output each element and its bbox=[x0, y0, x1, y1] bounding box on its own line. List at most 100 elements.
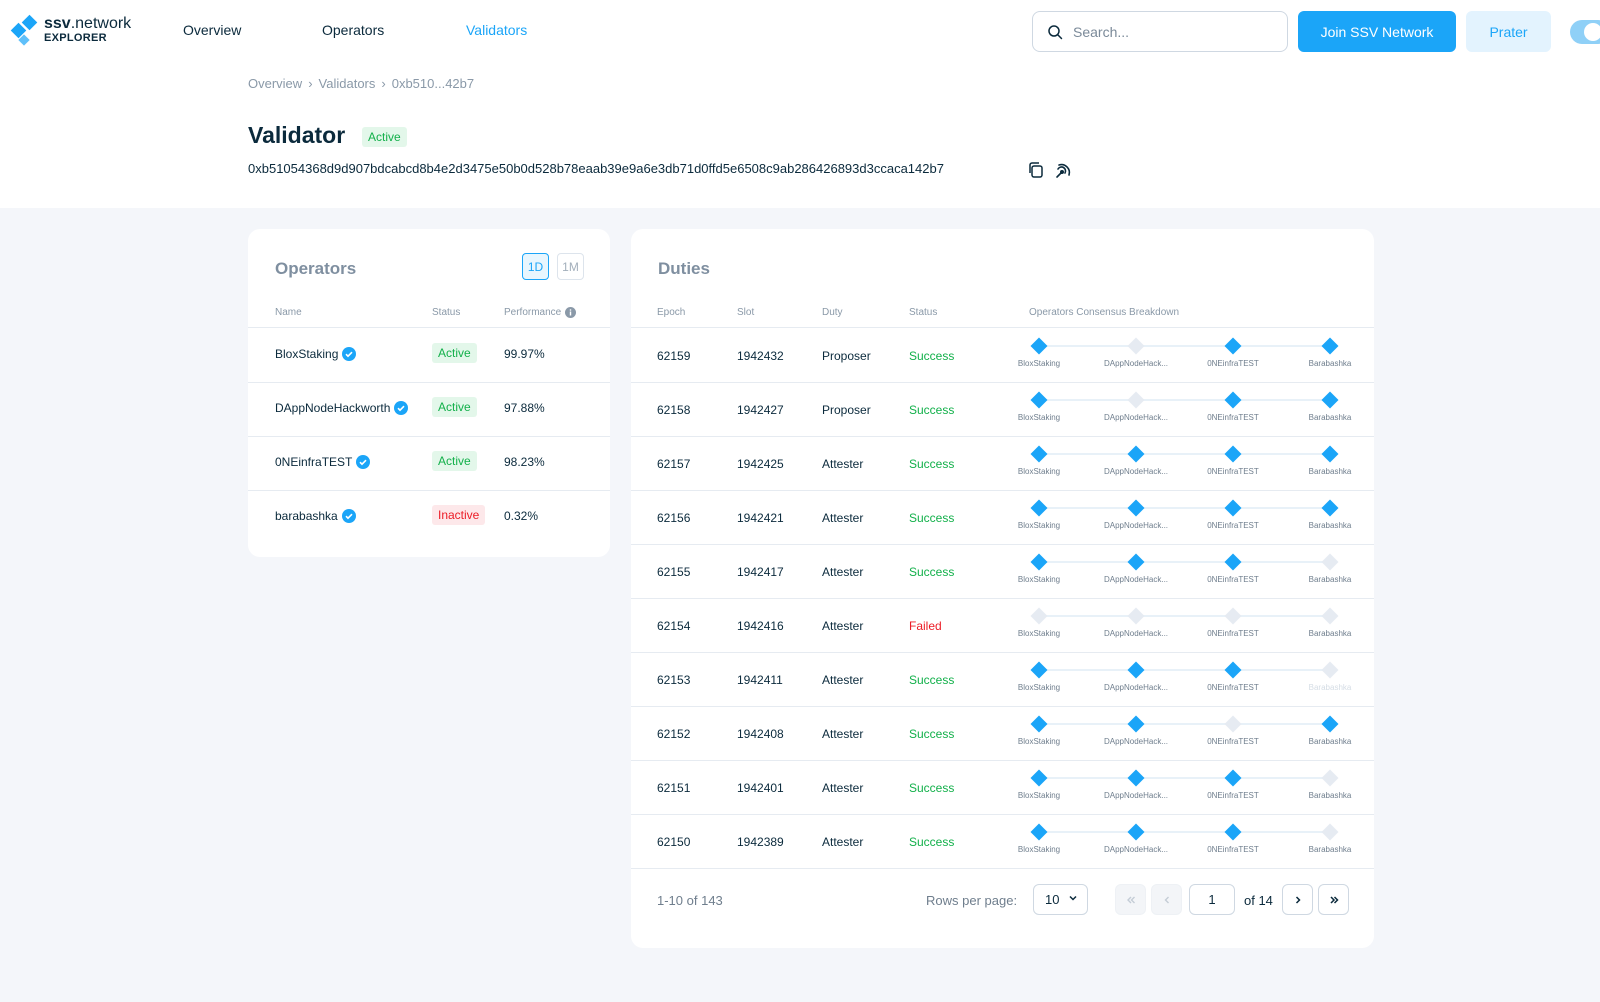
operator-name[interactable]: barabashka bbox=[275, 509, 338, 523]
consensus-node[interactable]: Barabashka bbox=[1290, 658, 1370, 692]
consensus-node[interactable]: BloxStaking bbox=[999, 712, 1079, 746]
consensus-node[interactable]: Barabashka bbox=[1290, 388, 1370, 422]
consensus-node[interactable]: Barabashka bbox=[1290, 766, 1370, 800]
network-selector-button[interactable]: Prater bbox=[1466, 11, 1551, 52]
consensus-node[interactable]: 0NEinfraTEST bbox=[1193, 712, 1273, 746]
join-ssv-network-button[interactable]: Join SSV Network bbox=[1298, 11, 1456, 52]
consensus-node[interactable]: 0NEinfraTEST bbox=[1193, 820, 1273, 854]
consensus-operator-label: Barabashka bbox=[1308, 683, 1352, 692]
nav-overview[interactable]: Overview bbox=[183, 22, 242, 38]
page-number-input[interactable]: 1 bbox=[1189, 884, 1235, 915]
consensus-operator-label: BloxStaking bbox=[1017, 521, 1061, 530]
operator-row[interactable]: barabashka Inactive 0.32% bbox=[248, 490, 610, 544]
consensus-operator-label: 0NEinfraTEST bbox=[1207, 791, 1259, 800]
consensus-node[interactable]: DAppNodeHack... bbox=[1096, 766, 1176, 800]
consensus-node[interactable]: DAppNodeHack... bbox=[1096, 334, 1176, 368]
column-header-duty: Duty bbox=[822, 307, 843, 318]
column-header-status: Status bbox=[909, 307, 938, 318]
duty-row[interactable]: 62159 1942432 Proposer Success BloxStaking DA… bbox=[631, 328, 1374, 382]
operator-name[interactable]: DAppNodeHackworth bbox=[275, 401, 391, 415]
next-page-button[interactable] bbox=[1282, 884, 1313, 915]
consensus-node[interactable]: DAppNodeHack... bbox=[1096, 604, 1176, 638]
consensus-node[interactable]: Barabashka bbox=[1290, 604, 1370, 638]
consensus-node[interactable]: Barabashka bbox=[1290, 550, 1370, 584]
duty-row[interactable]: 62150 1942389 Attester Success BloxStaking DA… bbox=[631, 814, 1374, 868]
consensus-diamond-icon bbox=[1224, 337, 1242, 355]
consensus-node[interactable]: 0NEinfraTEST bbox=[1193, 388, 1273, 422]
consensus-node[interactable]: BloxStaking bbox=[999, 658, 1079, 692]
consensus-node[interactable]: BloxStaking bbox=[999, 496, 1079, 530]
range-1m-button[interactable]: 1M bbox=[557, 253, 584, 280]
consensus-node[interactable]: Barabashka bbox=[1290, 496, 1370, 530]
duty-row[interactable]: 62153 1942411 Attester Success BloxStaking DA… bbox=[631, 652, 1374, 706]
nav-operators[interactable]: Operators bbox=[322, 22, 385, 38]
consensus-node[interactable]: 0NEinfraTEST bbox=[1193, 334, 1273, 368]
rows-per-page-select[interactable]: 10 bbox=[1033, 884, 1088, 915]
ssv-logo[interactable]: ssv.network EXPLORER bbox=[10, 14, 131, 48]
consensus-node[interactable]: BloxStaking bbox=[999, 550, 1079, 584]
duty-row[interactable]: 62152 1942408 Attester Success BloxStaking DA… bbox=[631, 706, 1374, 760]
consensus-node[interactable]: Barabashka bbox=[1290, 334, 1370, 368]
previous-page-button[interactable] bbox=[1151, 884, 1182, 915]
consensus-node[interactable]: DAppNodeHack... bbox=[1096, 496, 1176, 530]
consensus-operator-label: BloxStaking bbox=[1017, 467, 1061, 476]
consensus-node[interactable]: 0NEinfraTEST bbox=[1193, 442, 1273, 476]
operator-row[interactable]: DAppNodeHackworth Active 97.88% bbox=[248, 382, 610, 436]
breadcrumb-overview[interactable]: Overview bbox=[248, 76, 303, 91]
duty-row[interactable]: 62154 1942416 Attester Failed BloxStaking DAp… bbox=[631, 598, 1374, 652]
range-1d-button[interactable]: 1D bbox=[522, 253, 549, 280]
operator-row[interactable]: 0NEinfraTEST Active 98.23% bbox=[248, 436, 610, 490]
duty-row[interactable]: 62157 1942425 Attester Success BloxStaking DA… bbox=[631, 436, 1374, 490]
row-divider bbox=[631, 490, 1374, 491]
beaconcha-explorer-icon[interactable] bbox=[1054, 160, 1074, 180]
consensus-node[interactable]: DAppNodeHack... bbox=[1096, 442, 1176, 476]
consensus-node[interactable]: BloxStaking bbox=[999, 766, 1079, 800]
consensus-operator-label: 0NEinfraTEST bbox=[1207, 413, 1259, 422]
operator-name[interactable]: BloxStaking bbox=[275, 347, 339, 361]
consensus-node[interactable]: DAppNodeHack... bbox=[1096, 658, 1176, 692]
consensus-line bbox=[1039, 831, 1335, 833]
consensus-node[interactable]: 0NEinfraTEST bbox=[1193, 604, 1273, 638]
consensus-node[interactable]: DAppNodeHack... bbox=[1096, 712, 1176, 746]
consensus-node[interactable]: DAppNodeHack... bbox=[1096, 550, 1176, 584]
consensus-operator-label: 0NEinfraTEST bbox=[1207, 521, 1259, 530]
consensus-node[interactable]: Barabashka bbox=[1290, 442, 1370, 476]
breadcrumb-validators[interactable]: Validators bbox=[318, 76, 376, 91]
duty-row[interactable]: 62156 1942421 Attester Success BloxStaking DA… bbox=[631, 490, 1374, 544]
consensus-node[interactable]: 0NEinfraTEST bbox=[1193, 550, 1273, 584]
consensus-node[interactable]: Barabashka bbox=[1290, 820, 1370, 854]
duty-row[interactable]: 62155 1942417 Attester Success BloxStaking DA… bbox=[631, 544, 1374, 598]
info-icon[interactable] bbox=[565, 307, 577, 318]
duty-row[interactable]: 62158 1942427 Proposer Success BloxStaking DA… bbox=[631, 382, 1374, 436]
consensus-node[interactable]: BloxStaking bbox=[999, 388, 1079, 422]
consensus-node[interactable]: BloxStaking bbox=[999, 604, 1079, 638]
consensus-line bbox=[1039, 453, 1335, 455]
consensus-line bbox=[1039, 399, 1335, 401]
consensus-node[interactable]: DAppNodeHack... bbox=[1096, 388, 1176, 422]
consensus-node[interactable]: 0NEinfraTEST bbox=[1193, 496, 1273, 530]
search-box[interactable] bbox=[1032, 11, 1288, 52]
consensus-operator-label: Barabashka bbox=[1308, 575, 1352, 584]
consensus-node[interactable]: 0NEinfraTEST bbox=[1193, 658, 1273, 692]
copy-icon[interactable] bbox=[1027, 161, 1045, 179]
consensus-node[interactable]: BloxStaking bbox=[999, 442, 1079, 476]
consensus-node[interactable]: BloxStaking bbox=[999, 820, 1079, 854]
consensus-operator-label: 0NEinfraTEST bbox=[1207, 737, 1259, 746]
consensus-diamond-icon bbox=[1321, 823, 1339, 841]
duty-slot: 1942389 bbox=[737, 835, 784, 849]
duty-status: Success bbox=[909, 457, 955, 471]
operator-name[interactable]: 0NEinfraTEST bbox=[275, 455, 353, 469]
consensus-operator-label: BloxStaking bbox=[1017, 575, 1061, 584]
search-input[interactable] bbox=[1073, 23, 1273, 40]
consensus-node[interactable]: Barabashka bbox=[1290, 712, 1370, 746]
nav-validators[interactable]: Validators bbox=[466, 22, 528, 38]
consensus-node[interactable]: DAppNodeHack... bbox=[1096, 820, 1176, 854]
chevron-right-icon bbox=[1295, 895, 1301, 904]
duty-row[interactable]: 62151 1942401 Attester Success BloxStaking DA… bbox=[631, 760, 1374, 814]
consensus-node[interactable]: BloxStaking bbox=[999, 334, 1079, 368]
first-page-button[interactable] bbox=[1115, 884, 1146, 915]
operator-row[interactable]: BloxStaking Active 99.97% bbox=[248, 328, 610, 382]
last-page-button[interactable] bbox=[1318, 884, 1349, 915]
theme-toggle[interactable] bbox=[1570, 20, 1600, 44]
consensus-node[interactable]: 0NEinfraTEST bbox=[1193, 766, 1273, 800]
